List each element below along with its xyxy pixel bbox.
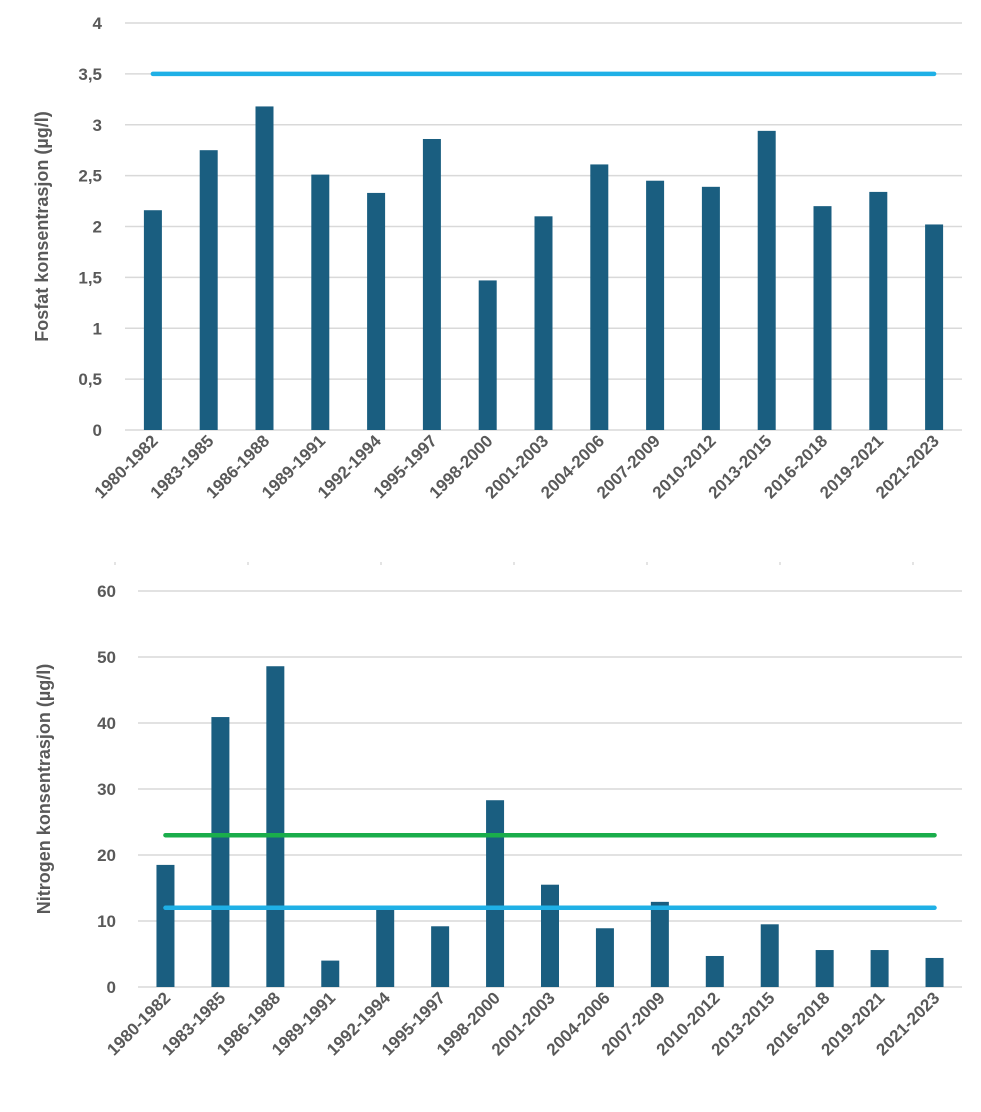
bar-2001-2003 — [541, 884, 559, 987]
y-tick-label: 2 — [93, 218, 102, 237]
y-tick-label: 2,5 — [78, 167, 102, 186]
bar-2007-2009 — [646, 180, 665, 430]
bar-1995-1997 — [422, 138, 441, 430]
bar-1983-1985 — [211, 717, 230, 987]
y-tick-label: 0 — [93, 421, 102, 440]
bar-2007-2009 — [650, 901, 669, 987]
y-axis-title: Nitrogen konsentrasjon (µg/l) — [34, 664, 54, 914]
bar-1989-1991 — [311, 174, 330, 430]
y-tick-label: 0,5 — [78, 370, 102, 389]
bar-2004-2006 — [595, 928, 614, 987]
bar-1980-1982 — [143, 210, 162, 430]
bar-2019-2021 — [869, 191, 888, 430]
y-tick-label: 3,5 — [78, 65, 102, 84]
bar-1980-1982 — [156, 864, 175, 987]
bar-2016-2018 — [813, 206, 832, 430]
bar-1998-2000 — [478, 280, 497, 430]
y-tick-label: 50 — [97, 648, 116, 667]
y-tick-label: 1 — [93, 319, 102, 338]
y-tick-label: 40 — [97, 714, 116, 733]
bar-2001-2003 — [534, 216, 553, 430]
bar-2021-2023 — [925, 957, 944, 987]
bar-2016-2018 — [815, 950, 834, 987]
y-tick-label: 10 — [97, 912, 116, 931]
chart-2: 0 10 20 30 40 50 60 Nitrogen konsentrasjon (µg/… — [34, 582, 962, 1059]
bar-1983-1985 — [199, 150, 218, 430]
y-tick-label: 60 — [97, 582, 116, 601]
y-axis-title: Fosfat konsentrasjon (µg/l) — [32, 111, 52, 341]
y-tick-label: 1,5 — [78, 268, 102, 287]
bar-1986-1988 — [266, 666, 285, 987]
y-tick-label: 0 — [107, 978, 116, 997]
bar-1995-1997 — [431, 926, 450, 987]
bar-1986-1988 — [255, 106, 274, 430]
y-tick-label: 3 — [93, 116, 102, 135]
bar-2004-2006 — [590, 164, 609, 430]
y-tick-label: 20 — [97, 846, 116, 865]
y-tick-label: 4 — [93, 14, 103, 33]
bar-2013-2015 — [757, 130, 776, 431]
bar-2010-2012 — [705, 955, 724, 987]
bar-2010-2012 — [701, 186, 720, 430]
y-tick-label: 30 — [97, 780, 116, 799]
bar-2021-2023 — [925, 224, 944, 430]
bar-1992-1994 — [376, 907, 395, 987]
bar-2013-2015 — [760, 924, 779, 987]
chart-1: 0 0,5 1 1,5 2 2,5 3 3,5 4 Fosfat konsentrasjon (µ… — [32, 14, 962, 502]
bar-1989-1991 — [321, 960, 340, 987]
bar-2019-2021 — [870, 950, 889, 987]
bar-1998-2000 — [486, 800, 505, 987]
bar-1992-1994 — [367, 192, 386, 430]
